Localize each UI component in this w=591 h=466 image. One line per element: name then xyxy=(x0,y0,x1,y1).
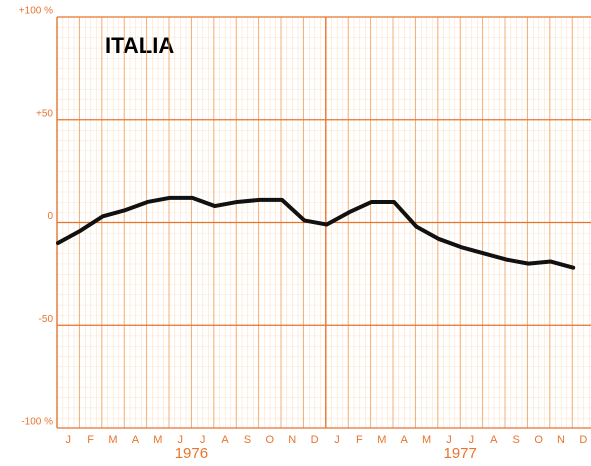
y-tick-label: +50 xyxy=(36,108,53,119)
x-tick-label: N xyxy=(288,434,296,446)
y-tick-label: 0 xyxy=(47,211,53,222)
x-tick-label: O xyxy=(266,434,275,446)
x-tick-label: M xyxy=(377,434,386,446)
year-label: 1976 xyxy=(175,445,208,462)
x-tick-label: J xyxy=(446,434,452,446)
x-tick-label: A xyxy=(221,434,229,446)
year-label: 1977 xyxy=(444,445,477,462)
x-tick-label: A xyxy=(132,434,140,446)
x-tick-label: M xyxy=(153,434,162,446)
x-tick-label: J xyxy=(65,434,71,446)
y-tick-label: +100 % xyxy=(19,6,53,17)
y-tick-label: -50 xyxy=(39,314,54,325)
x-tick-label: S xyxy=(244,434,251,446)
x-tick-label: S xyxy=(513,434,520,446)
x-tick-label: O xyxy=(534,434,543,446)
x-tick-label: J xyxy=(334,434,340,446)
x-tick-label: N xyxy=(557,434,565,446)
x-tick-label: F xyxy=(87,434,94,446)
x-tick-label: M xyxy=(422,434,431,446)
x-tick-label: A xyxy=(490,434,498,446)
data-line xyxy=(56,195,576,270)
x-tick-label: D xyxy=(579,434,587,446)
y-tick-label: -100 % xyxy=(21,417,53,428)
x-tick-label: J xyxy=(177,434,183,446)
x-tick-label: A xyxy=(401,434,409,446)
x-tick-label: M xyxy=(108,434,117,446)
chart-title: ITALIA xyxy=(105,33,174,58)
x-tick-label: D xyxy=(311,434,319,446)
x-tick-label: J xyxy=(200,434,206,446)
x-tick-label: J xyxy=(469,434,475,446)
x-tick-label: F xyxy=(356,434,363,446)
